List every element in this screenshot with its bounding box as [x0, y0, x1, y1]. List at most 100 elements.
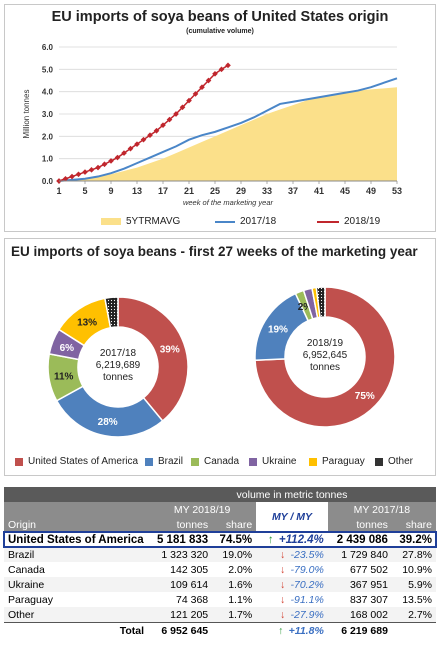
table-header-origin: Origin [4, 517, 148, 532]
donut-center-text: 6,952,645 [303, 350, 348, 361]
arrow-down-icon: ↓ [279, 608, 286, 621]
donut-legend-label: Brazil [158, 456, 184, 467]
share-1718-cell: 27.8% [402, 548, 432, 561]
legend-2017-18: 2017/18 [215, 216, 276, 227]
donut-charts: 39%28%11%6%13%2017/186,219,689tonnes75%1… [47, 286, 396, 438]
donut-legend-label: Other [388, 456, 414, 467]
legend-label-2018-19: 2018/19 [344, 216, 381, 227]
y-tick-label: 3.0 [42, 110, 54, 119]
series-2018-19-point [101, 161, 108, 168]
donut-legend-item-canada: Canada [191, 456, 239, 467]
imports-table-panel: volume in metric tonnes MY 2018/19 MY / … [3, 482, 437, 656]
imports-table: volume in metric tonnes MY 2018/19 MY / … [3, 487, 437, 639]
mymy-value: -79.0% [287, 563, 324, 576]
donut-slice-other [315, 286, 326, 319]
tonnes-1718-cell: 837 307 [349, 593, 388, 606]
share-1819-cell: 1.1% [228, 593, 253, 606]
series-2018-19-point [75, 171, 82, 178]
total-share-1718-cell [392, 623, 436, 639]
x-tick-label: 5 [82, 186, 87, 196]
series-2018-19-point [82, 169, 88, 175]
tonnes-1819-cell: 121 205 [170, 608, 209, 621]
tonnes-1718-cell: 677 502 [349, 563, 388, 576]
donut-center-text: 2017/18 [100, 348, 137, 359]
mymy-value: -91.1% [287, 593, 324, 606]
table-header-share-1718: share [391, 517, 436, 532]
series-2018-19-point [140, 136, 147, 143]
table-header-tonnes-1819: tonnes [148, 517, 213, 532]
share-1718-cell: 2.7% [408, 608, 432, 621]
legend-5ytrmavg: 5YTRMAVG [101, 216, 180, 227]
table-header-my1819: MY 2018/19 [148, 502, 257, 517]
table-row: Canada 142 305 2.0% ↓ -79.0% 677 502 10.9% [4, 562, 436, 577]
table-header-my1718: MY 2017/18 [327, 502, 436, 517]
tonnes-1718-cell: 2 439 086 [336, 533, 388, 546]
y-tick-label: 2.0 [42, 132, 54, 141]
series-2018-19-point [173, 111, 179, 117]
donut-legend-swatch [309, 457, 317, 466]
donut-data-label: 19% [268, 325, 288, 336]
legend-swatch-2017-18 [215, 220, 235, 223]
donut-data-label: 2% [298, 302, 313, 313]
mymy-value: -27.9% [287, 608, 324, 621]
x-tick-label: 1 [56, 186, 61, 196]
donut-center-text: 2018/19 [307, 338, 344, 349]
legend-label-2017-18: 2017/18 [240, 216, 277, 227]
donut-data-label: 28% [98, 417, 118, 428]
series-2018-19-point [199, 84, 205, 91]
table-row: Ukraine 109 614 1.6% ↓ -70.2% 367 951 5.9% [4, 577, 436, 592]
series-2018-19-point [205, 77, 212, 84]
origin-cell: Other [8, 608, 35, 621]
mymy-value: +11.8% [285, 624, 324, 637]
share-1718-cell: 13.5% [402, 593, 432, 606]
table-header-volume: volume in metric tonnes [148, 487, 436, 502]
donut-legend-item-brazil: Brazil [145, 456, 183, 467]
cumulative-imports-chart: 0.0 1.0 2.0 3.0 4.0 5.0 6.0 1 5 9 13 17 21 25 29 33 37 41… [22, 43, 402, 207]
total-label-cell: Total [119, 624, 144, 637]
donut-legend-label: Ukraine [262, 456, 297, 467]
x-axis-label: week of the marketing year [183, 198, 274, 207]
share-1819-cell: 2.0% [228, 563, 253, 576]
table-header-blank [4, 487, 148, 502]
series-2018-19-point [212, 70, 218, 77]
donut-data-label: 39% [160, 344, 180, 355]
x-tick-label: 41 [314, 186, 324, 196]
donut-legend-swatch [249, 457, 257, 466]
donut-center-text: tonnes [310, 362, 340, 373]
tonnes-1819-cell: 5 181 833 [156, 533, 209, 546]
donut-center-text: 6,219,689 [96, 360, 141, 371]
y-tick-label: 6.0 [42, 43, 54, 52]
x-tick-label: 9 [108, 186, 113, 196]
donut-legend-item-other: Other [375, 456, 413, 467]
legend-2018-19: 2018/19 [317, 216, 380, 227]
share-1718-cell: 39.2% [399, 533, 432, 546]
mymy-value: -23.5% [287, 548, 324, 561]
series-2018-19-point [127, 145, 134, 152]
arrow-down-icon: ↓ [279, 548, 286, 561]
donut-center-text: tonnes [103, 372, 133, 383]
table-header-tonnes-1718: tonnes [327, 517, 392, 532]
donut-legend-item-ukraine: Ukraine [249, 456, 296, 467]
donut-legend-label: Paraguay [322, 456, 365, 467]
series-2018-19-point [69, 173, 75, 180]
table-row: United States of America 5 181 833 74.5% ↑ … [3, 531, 437, 548]
donut-slice-united-states-of-america [254, 286, 396, 428]
donut-data-label: 6% [60, 343, 75, 354]
series-2018-19-point [88, 167, 95, 173]
tonnes-1819-cell: 1 323 320 [161, 548, 209, 561]
series-2018-19-point [186, 97, 192, 104]
mymy-value: -70.2% [287, 578, 324, 591]
donut-legend-label: Canada [204, 456, 240, 467]
series-2018-19-point [95, 164, 101, 171]
x-tick-label: 13 [132, 186, 142, 196]
legend-swatch-2018-19 [317, 220, 339, 223]
y-tick-label: 5.0 [42, 65, 54, 74]
y-tick-label: 1.0 [42, 155, 54, 164]
mymy-value: +112.4% [275, 533, 324, 546]
y-tick-label: 0.0 [42, 177, 54, 186]
arrow-down-icon: ↓ [279, 563, 286, 576]
x-tick-label: 17 [158, 186, 168, 196]
x-tick-label: 53 [392, 186, 402, 196]
total-mymy-cell: ↑ +11.8% [256, 623, 328, 639]
